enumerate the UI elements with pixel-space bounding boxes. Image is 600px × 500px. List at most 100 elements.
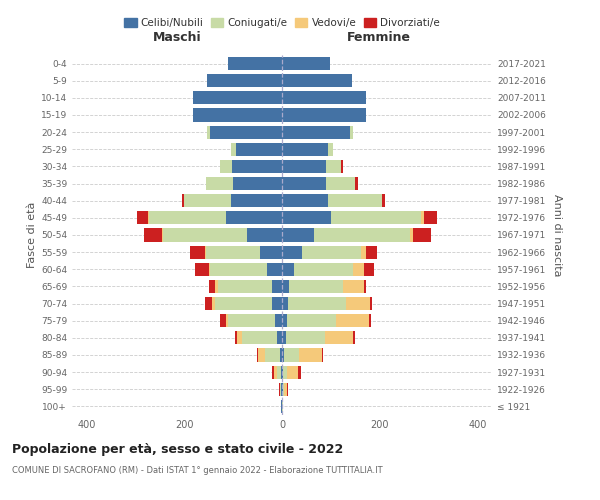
Bar: [274, 366, 277, 378]
Bar: [322, 348, 323, 362]
Bar: [206, 177, 233, 190]
Bar: [326, 160, 341, 173]
Bar: [328, 194, 382, 207]
Bar: [284, 383, 287, 396]
Bar: [137, 212, 148, 224]
Bar: [184, 194, 231, 207]
Bar: [280, 348, 282, 362]
Bar: [284, 348, 299, 362]
Bar: [331, 212, 421, 224]
Bar: [265, 348, 280, 362]
Bar: [282, 74, 352, 87]
Bar: [413, 228, 431, 241]
Bar: [220, 160, 232, 173]
Text: COMUNE DI SACROFANO (RM) - Dati ISTAT 1° gennaio 2022 - Elaborazione TUTTITALIA.: COMUNE DI SACROFANO (RM) - Dati ISTAT 1°…: [12, 466, 383, 475]
Bar: [228, 314, 275, 327]
Bar: [209, 280, 215, 293]
Bar: [364, 263, 374, 276]
Bar: [148, 212, 149, 224]
Bar: [163, 228, 247, 241]
Bar: [282, 126, 350, 138]
Bar: [228, 57, 282, 70]
Bar: [195, 263, 209, 276]
Bar: [209, 263, 210, 276]
Bar: [207, 74, 282, 87]
Bar: [382, 194, 385, 207]
Bar: [410, 228, 413, 241]
Bar: [235, 332, 237, 344]
Bar: [231, 194, 282, 207]
Bar: [366, 246, 377, 258]
Bar: [226, 212, 282, 224]
Bar: [242, 332, 277, 344]
Bar: [205, 297, 212, 310]
Bar: [206, 246, 260, 258]
Bar: [144, 228, 162, 241]
Bar: [210, 263, 268, 276]
Bar: [149, 212, 226, 224]
Bar: [193, 92, 282, 104]
Bar: [281, 383, 282, 396]
Bar: [302, 246, 361, 258]
Bar: [212, 297, 215, 310]
Bar: [162, 228, 163, 241]
Bar: [355, 177, 358, 190]
Bar: [282, 348, 284, 362]
Bar: [277, 366, 281, 378]
Bar: [282, 177, 326, 190]
Bar: [207, 126, 210, 138]
Y-axis label: Anni di nascita: Anni di nascita: [551, 194, 562, 276]
Bar: [314, 228, 410, 241]
Bar: [336, 314, 369, 327]
Bar: [341, 160, 343, 173]
Bar: [260, 246, 282, 258]
Bar: [282, 280, 289, 293]
Bar: [215, 280, 218, 293]
Bar: [282, 332, 286, 344]
Bar: [282, 108, 366, 122]
Bar: [282, 212, 331, 224]
Bar: [236, 143, 282, 156]
Bar: [215, 297, 272, 310]
Bar: [190, 246, 205, 258]
Bar: [353, 332, 355, 344]
Bar: [298, 366, 301, 378]
Bar: [283, 366, 287, 378]
Bar: [288, 297, 346, 310]
Bar: [326, 177, 355, 190]
Bar: [343, 280, 364, 293]
Bar: [281, 400, 282, 413]
Bar: [287, 383, 288, 396]
Text: Popolazione per età, sesso e stato civile - 2022: Popolazione per età, sesso e stato civil…: [12, 442, 343, 456]
Bar: [364, 280, 366, 293]
Bar: [272, 297, 282, 310]
Bar: [325, 332, 353, 344]
Bar: [370, 297, 373, 310]
Bar: [282, 194, 328, 207]
Bar: [282, 143, 328, 156]
Bar: [287, 314, 336, 327]
Bar: [279, 383, 280, 396]
Bar: [346, 297, 370, 310]
Bar: [328, 143, 333, 156]
Bar: [282, 314, 287, 327]
Bar: [272, 366, 274, 378]
Bar: [247, 228, 282, 241]
Bar: [205, 246, 206, 258]
Bar: [369, 314, 371, 327]
Bar: [272, 280, 282, 293]
Bar: [280, 383, 281, 396]
Bar: [282, 246, 302, 258]
Bar: [350, 126, 353, 138]
Bar: [286, 332, 325, 344]
Bar: [282, 383, 283, 396]
Bar: [277, 332, 282, 344]
Bar: [287, 366, 298, 378]
Bar: [257, 348, 265, 362]
Bar: [233, 177, 282, 190]
Bar: [231, 143, 236, 156]
Bar: [282, 57, 330, 70]
Bar: [237, 332, 242, 344]
Bar: [282, 366, 283, 378]
Bar: [268, 263, 282, 276]
